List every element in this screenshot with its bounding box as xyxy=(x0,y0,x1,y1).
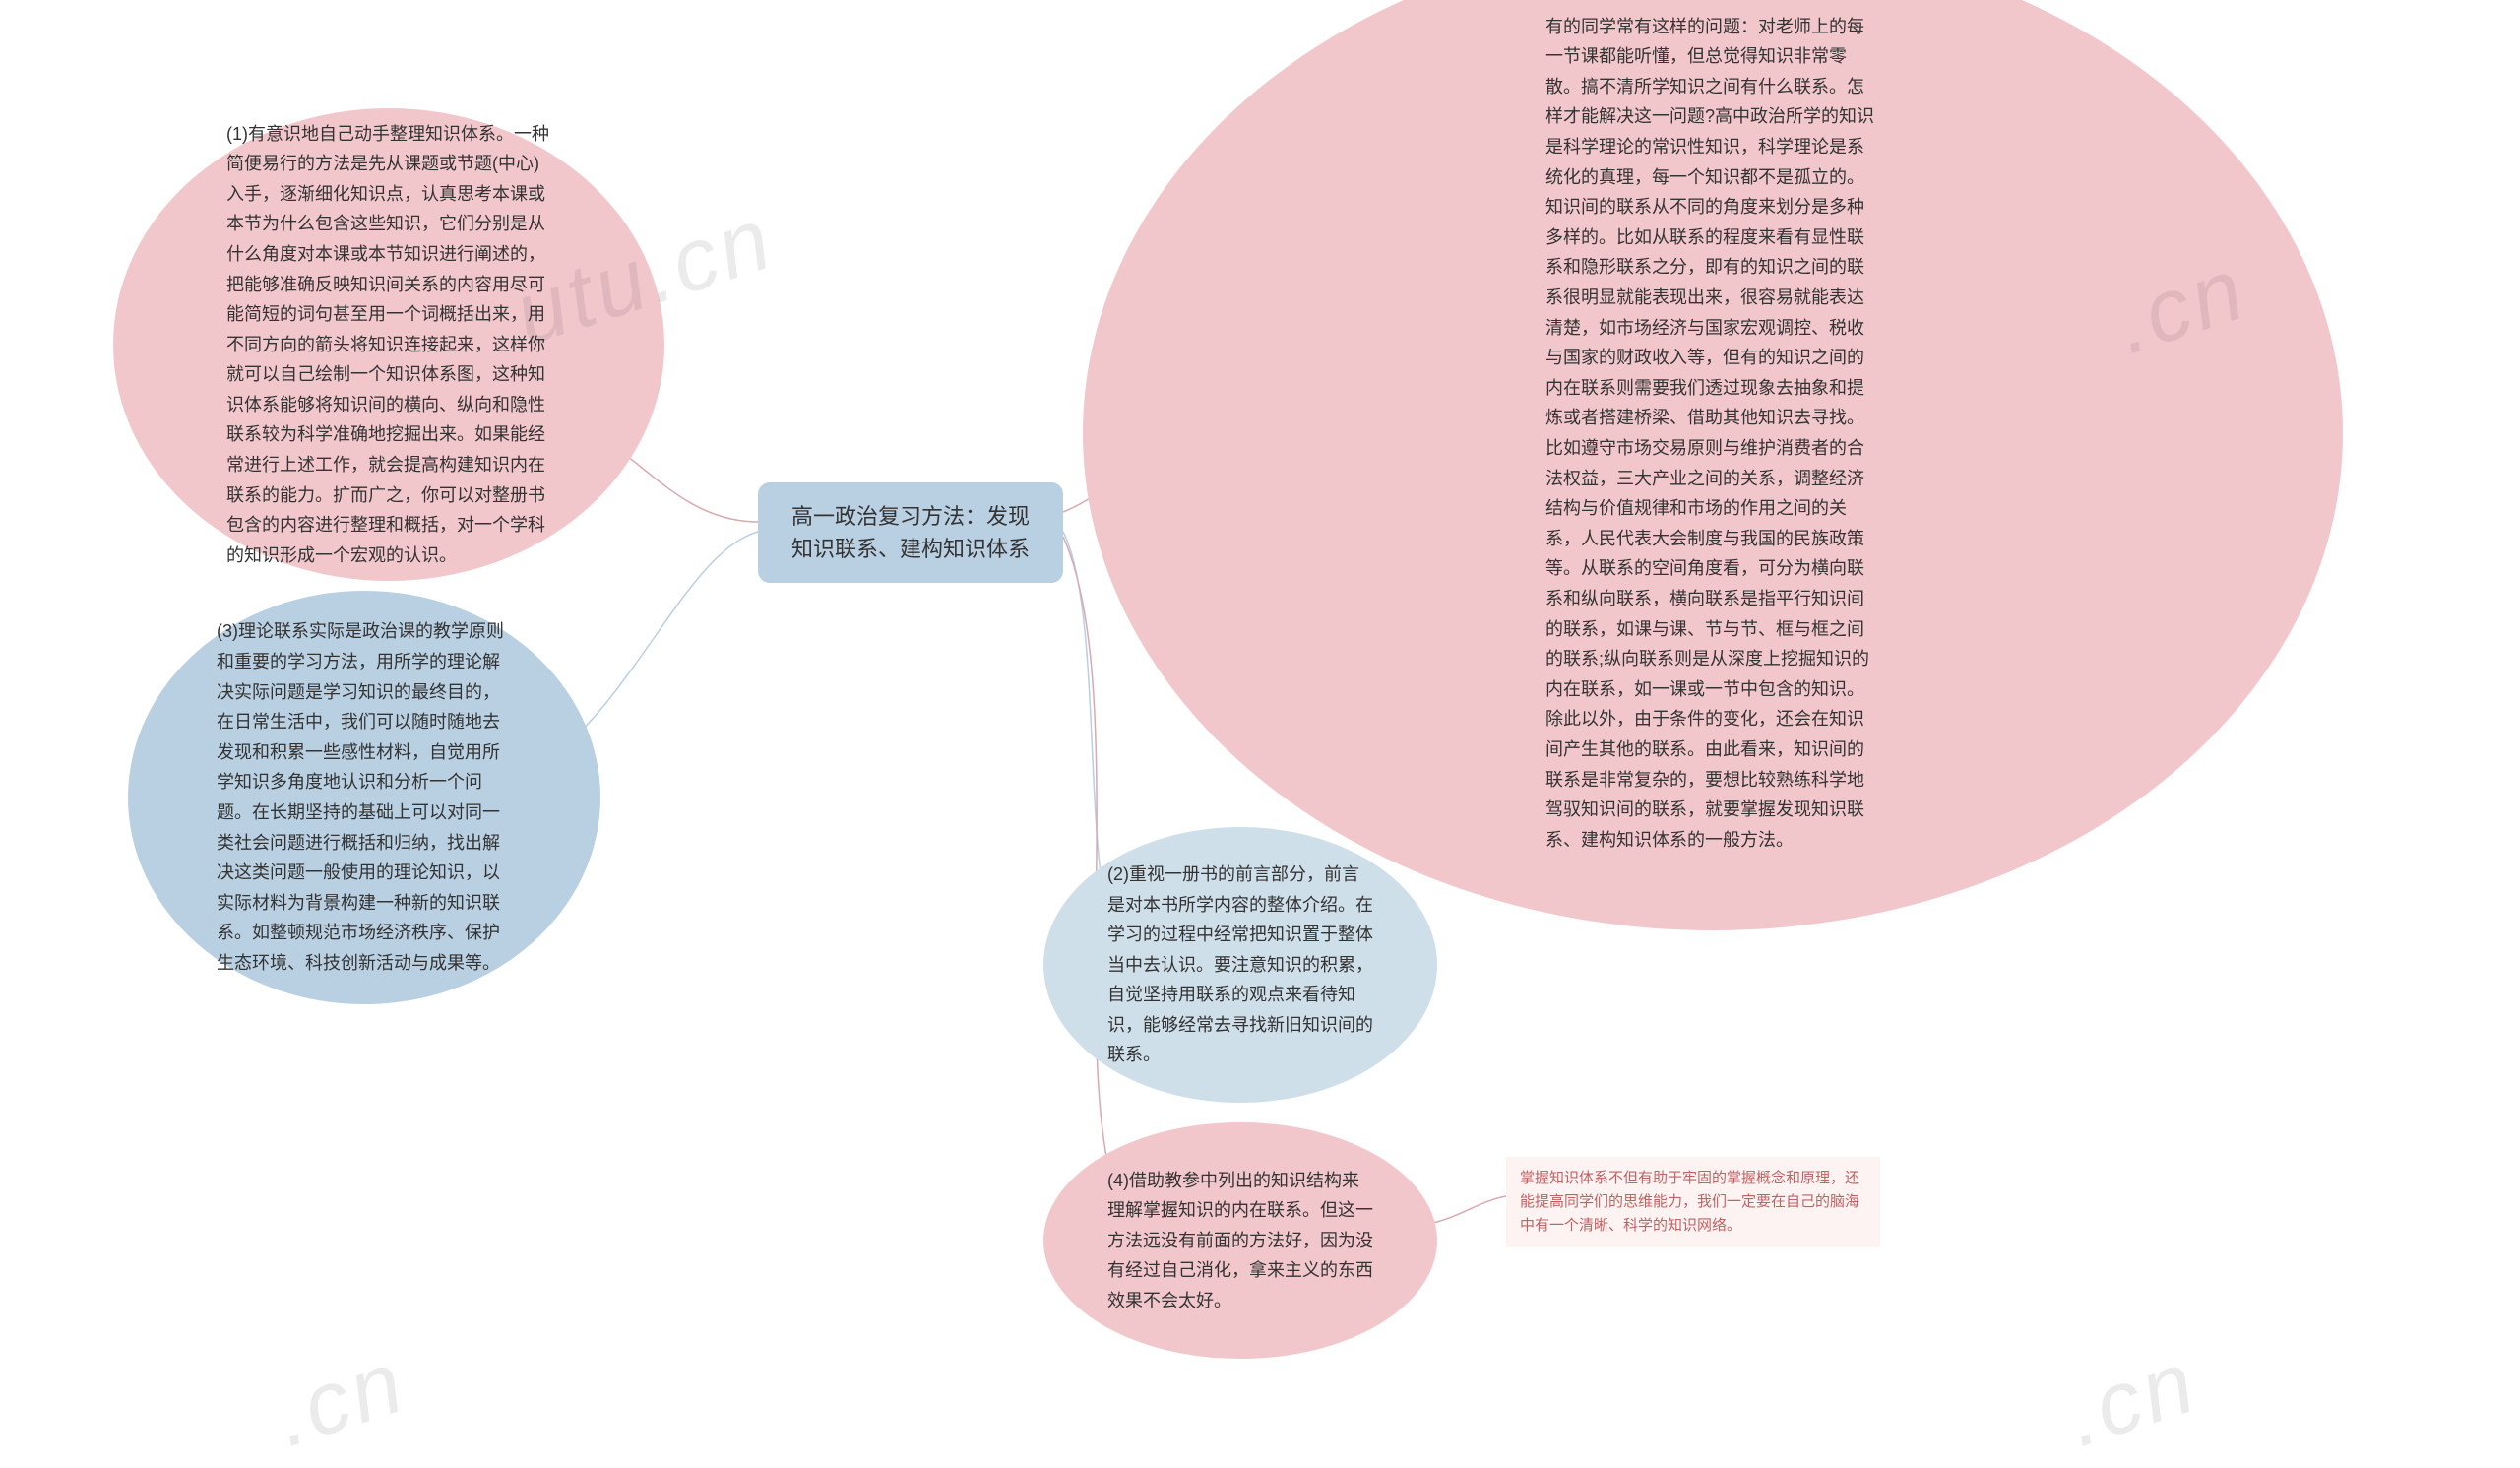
node-1-text: (1)有意识地自己动手整理知识体系。一种简便易行的方法是先从课题或节题(中心)入… xyxy=(226,119,551,571)
node-3-blue: (3)理论联系实际是政治课的教学原则和重要的学习方法，用所学的理论解决实际问题是… xyxy=(128,591,600,1004)
node-3-text: (3)理论联系实际是政治课的教学原则和重要的学习方法，用所学的理论解决实际问题是… xyxy=(217,616,512,978)
center-node-text: 高一政治复习方法：发现 知识联系、建构知识体系 xyxy=(786,500,1036,565)
node-4-text: (4)借助教参中列出的知识结构来理解掌握知识的内在联系。但这一方法远没有前面的方… xyxy=(1107,1166,1373,1316)
intro-node-text: 有的同学常有这样的问题：对老师上的每一节课都能听懂，但总觉得知识非常零散。搞不清… xyxy=(1545,12,1880,856)
node-4-pink: (4)借助教参中列出的知识结构来理解掌握知识的内在联系。但这一方法远没有前面的方… xyxy=(1043,1122,1437,1359)
intro-node-pink: 有的同学常有这样的问题：对老师上的每一节课都能听懂，但总觉得知识非常零散。搞不清… xyxy=(1083,0,2343,930)
center-node: 高一政治复习方法：发现 知识联系、建构知识体系 xyxy=(758,482,1063,583)
watermark: .cn xyxy=(2054,1331,2209,1468)
side-note-text: 掌握知识体系不但有助于牢固的掌握概念和原理，还能提高同学们的思维能力，我们一定要… xyxy=(1520,1170,1859,1234)
node-2-blue: (2)重视一册书的前言部分，前言是对本书所学内容的整体介绍。在学习的过程中经常把… xyxy=(1043,827,1437,1103)
side-note: 掌握知识体系不但有助于牢固的掌握概念和原理，还能提高同学们的思维能力，我们一定要… xyxy=(1506,1157,1880,1247)
watermark: .cn xyxy=(263,1331,417,1468)
node-1-pink: (1)有意识地自己动手整理知识体系。一种简便易行的方法是先从课题或节题(中心)入… xyxy=(113,108,664,581)
node-2-text: (2)重视一册书的前言部分，前言是对本书所学内容的整体介绍。在学习的过程中经常把… xyxy=(1107,860,1373,1070)
